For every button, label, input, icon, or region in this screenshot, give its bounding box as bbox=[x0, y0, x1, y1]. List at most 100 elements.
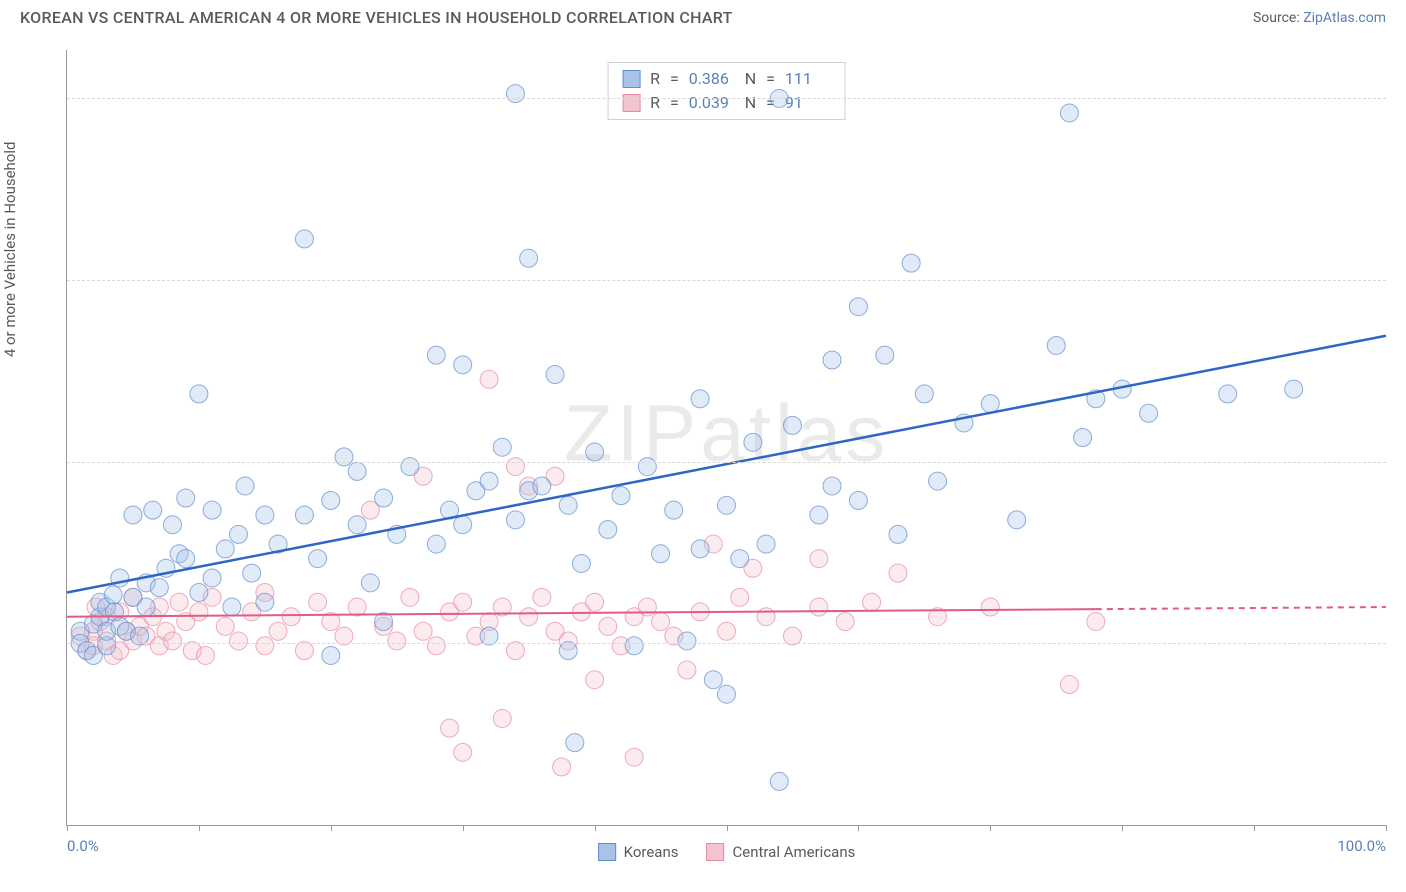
data-point bbox=[309, 550, 327, 568]
chart-header: KOREAN VS CENTRAL AMERICAN 4 OR MORE VEH… bbox=[0, 0, 1406, 31]
data-point bbox=[269, 622, 287, 640]
data-point bbox=[1047, 336, 1065, 354]
data-point bbox=[704, 671, 722, 689]
data-point bbox=[1008, 511, 1026, 529]
data-point bbox=[190, 603, 208, 621]
data-point bbox=[177, 550, 195, 568]
data-point bbox=[665, 501, 683, 519]
data-point bbox=[876, 346, 894, 364]
data-point bbox=[256, 637, 274, 655]
data-point bbox=[203, 569, 221, 587]
gridline bbox=[67, 462, 1386, 463]
data-point bbox=[256, 506, 274, 524]
data-point bbox=[731, 550, 749, 568]
data-point bbox=[196, 646, 214, 664]
data-point bbox=[981, 598, 999, 616]
data-point bbox=[770, 772, 788, 790]
data-point bbox=[1074, 429, 1092, 447]
data-point bbox=[216, 540, 234, 558]
xtick bbox=[1254, 825, 1255, 831]
data-point bbox=[348, 516, 366, 534]
data-point bbox=[981, 395, 999, 413]
data-point bbox=[164, 632, 182, 650]
chart-title: KOREAN VS CENTRAL AMERICAN 4 OR MORE VEH… bbox=[20, 8, 733, 27]
data-point bbox=[216, 617, 234, 635]
data-point bbox=[625, 637, 643, 655]
data-point bbox=[889, 525, 907, 543]
data-point bbox=[256, 593, 274, 611]
data-point bbox=[493, 709, 511, 727]
xtick-label: 100.0% bbox=[1337, 837, 1386, 855]
data-point bbox=[678, 661, 696, 679]
data-point bbox=[572, 554, 590, 572]
data-point bbox=[612, 487, 630, 505]
data-point bbox=[533, 477, 551, 495]
data-point bbox=[559, 496, 577, 514]
source-prefix: Source: bbox=[1253, 10, 1303, 26]
data-point bbox=[506, 85, 524, 103]
data-point bbox=[586, 671, 604, 689]
legend-item-1: Koreans bbox=[598, 843, 679, 861]
data-point bbox=[137, 598, 155, 616]
gridline bbox=[67, 98, 1386, 99]
legend-swatch-1 bbox=[598, 843, 616, 861]
xtick bbox=[331, 825, 332, 831]
data-point bbox=[414, 622, 432, 640]
legend-label-1: Koreans bbox=[624, 843, 679, 861]
data-point bbox=[533, 588, 551, 606]
data-point bbox=[915, 385, 933, 403]
data-point bbox=[652, 545, 670, 563]
data-point bbox=[361, 574, 379, 592]
data-point bbox=[1060, 104, 1078, 122]
data-point bbox=[691, 540, 709, 558]
data-point bbox=[586, 443, 604, 461]
data-point bbox=[810, 598, 828, 616]
ytick-label: 30.0% bbox=[1394, 89, 1406, 107]
data-point bbox=[678, 632, 696, 650]
chart-area: 4 or more Vehicles in Household ZIPatlas… bbox=[20, 40, 1386, 872]
plot-region: ZIPatlas R = 0.386 N = 111 R = 0.039 N =… bbox=[66, 50, 1386, 826]
data-point bbox=[170, 593, 188, 611]
data-point bbox=[599, 521, 617, 539]
data-point bbox=[480, 472, 498, 490]
data-point bbox=[757, 535, 775, 553]
data-point bbox=[295, 506, 313, 524]
ytick-label: 22.5% bbox=[1394, 271, 1406, 289]
data-point bbox=[691, 390, 709, 408]
data-point bbox=[566, 734, 584, 752]
source-link[interactable]: ZipAtlas.com bbox=[1303, 10, 1386, 26]
data-point bbox=[348, 462, 366, 480]
data-point bbox=[104, 586, 122, 604]
data-point bbox=[1285, 380, 1303, 398]
data-point bbox=[889, 564, 907, 582]
data-point bbox=[520, 608, 538, 626]
data-point bbox=[757, 608, 775, 626]
data-point bbox=[124, 506, 142, 524]
data-point bbox=[810, 506, 828, 524]
data-point bbox=[744, 433, 762, 451]
trend-line-dashed bbox=[1096, 607, 1386, 609]
data-point bbox=[553, 758, 571, 776]
data-point bbox=[731, 588, 749, 606]
xtick bbox=[199, 825, 200, 831]
data-point bbox=[599, 617, 617, 635]
data-point bbox=[454, 356, 472, 374]
data-point bbox=[229, 632, 247, 650]
data-point bbox=[203, 501, 221, 519]
source-label: Source: ZipAtlas.com bbox=[1253, 10, 1386, 26]
data-point bbox=[401, 588, 419, 606]
xtick bbox=[595, 825, 596, 831]
data-point bbox=[863, 593, 881, 611]
xtick bbox=[1122, 825, 1123, 831]
data-point bbox=[335, 448, 353, 466]
data-point bbox=[190, 385, 208, 403]
data-point bbox=[375, 489, 393, 507]
data-point bbox=[295, 230, 313, 248]
data-point bbox=[401, 458, 419, 476]
data-point bbox=[223, 598, 241, 616]
gridline bbox=[67, 643, 1386, 644]
ytick-label: 7.5% bbox=[1394, 634, 1406, 652]
data-point bbox=[190, 584, 208, 602]
legend-label-2: Central Americans bbox=[732, 843, 855, 861]
data-point bbox=[282, 608, 300, 626]
